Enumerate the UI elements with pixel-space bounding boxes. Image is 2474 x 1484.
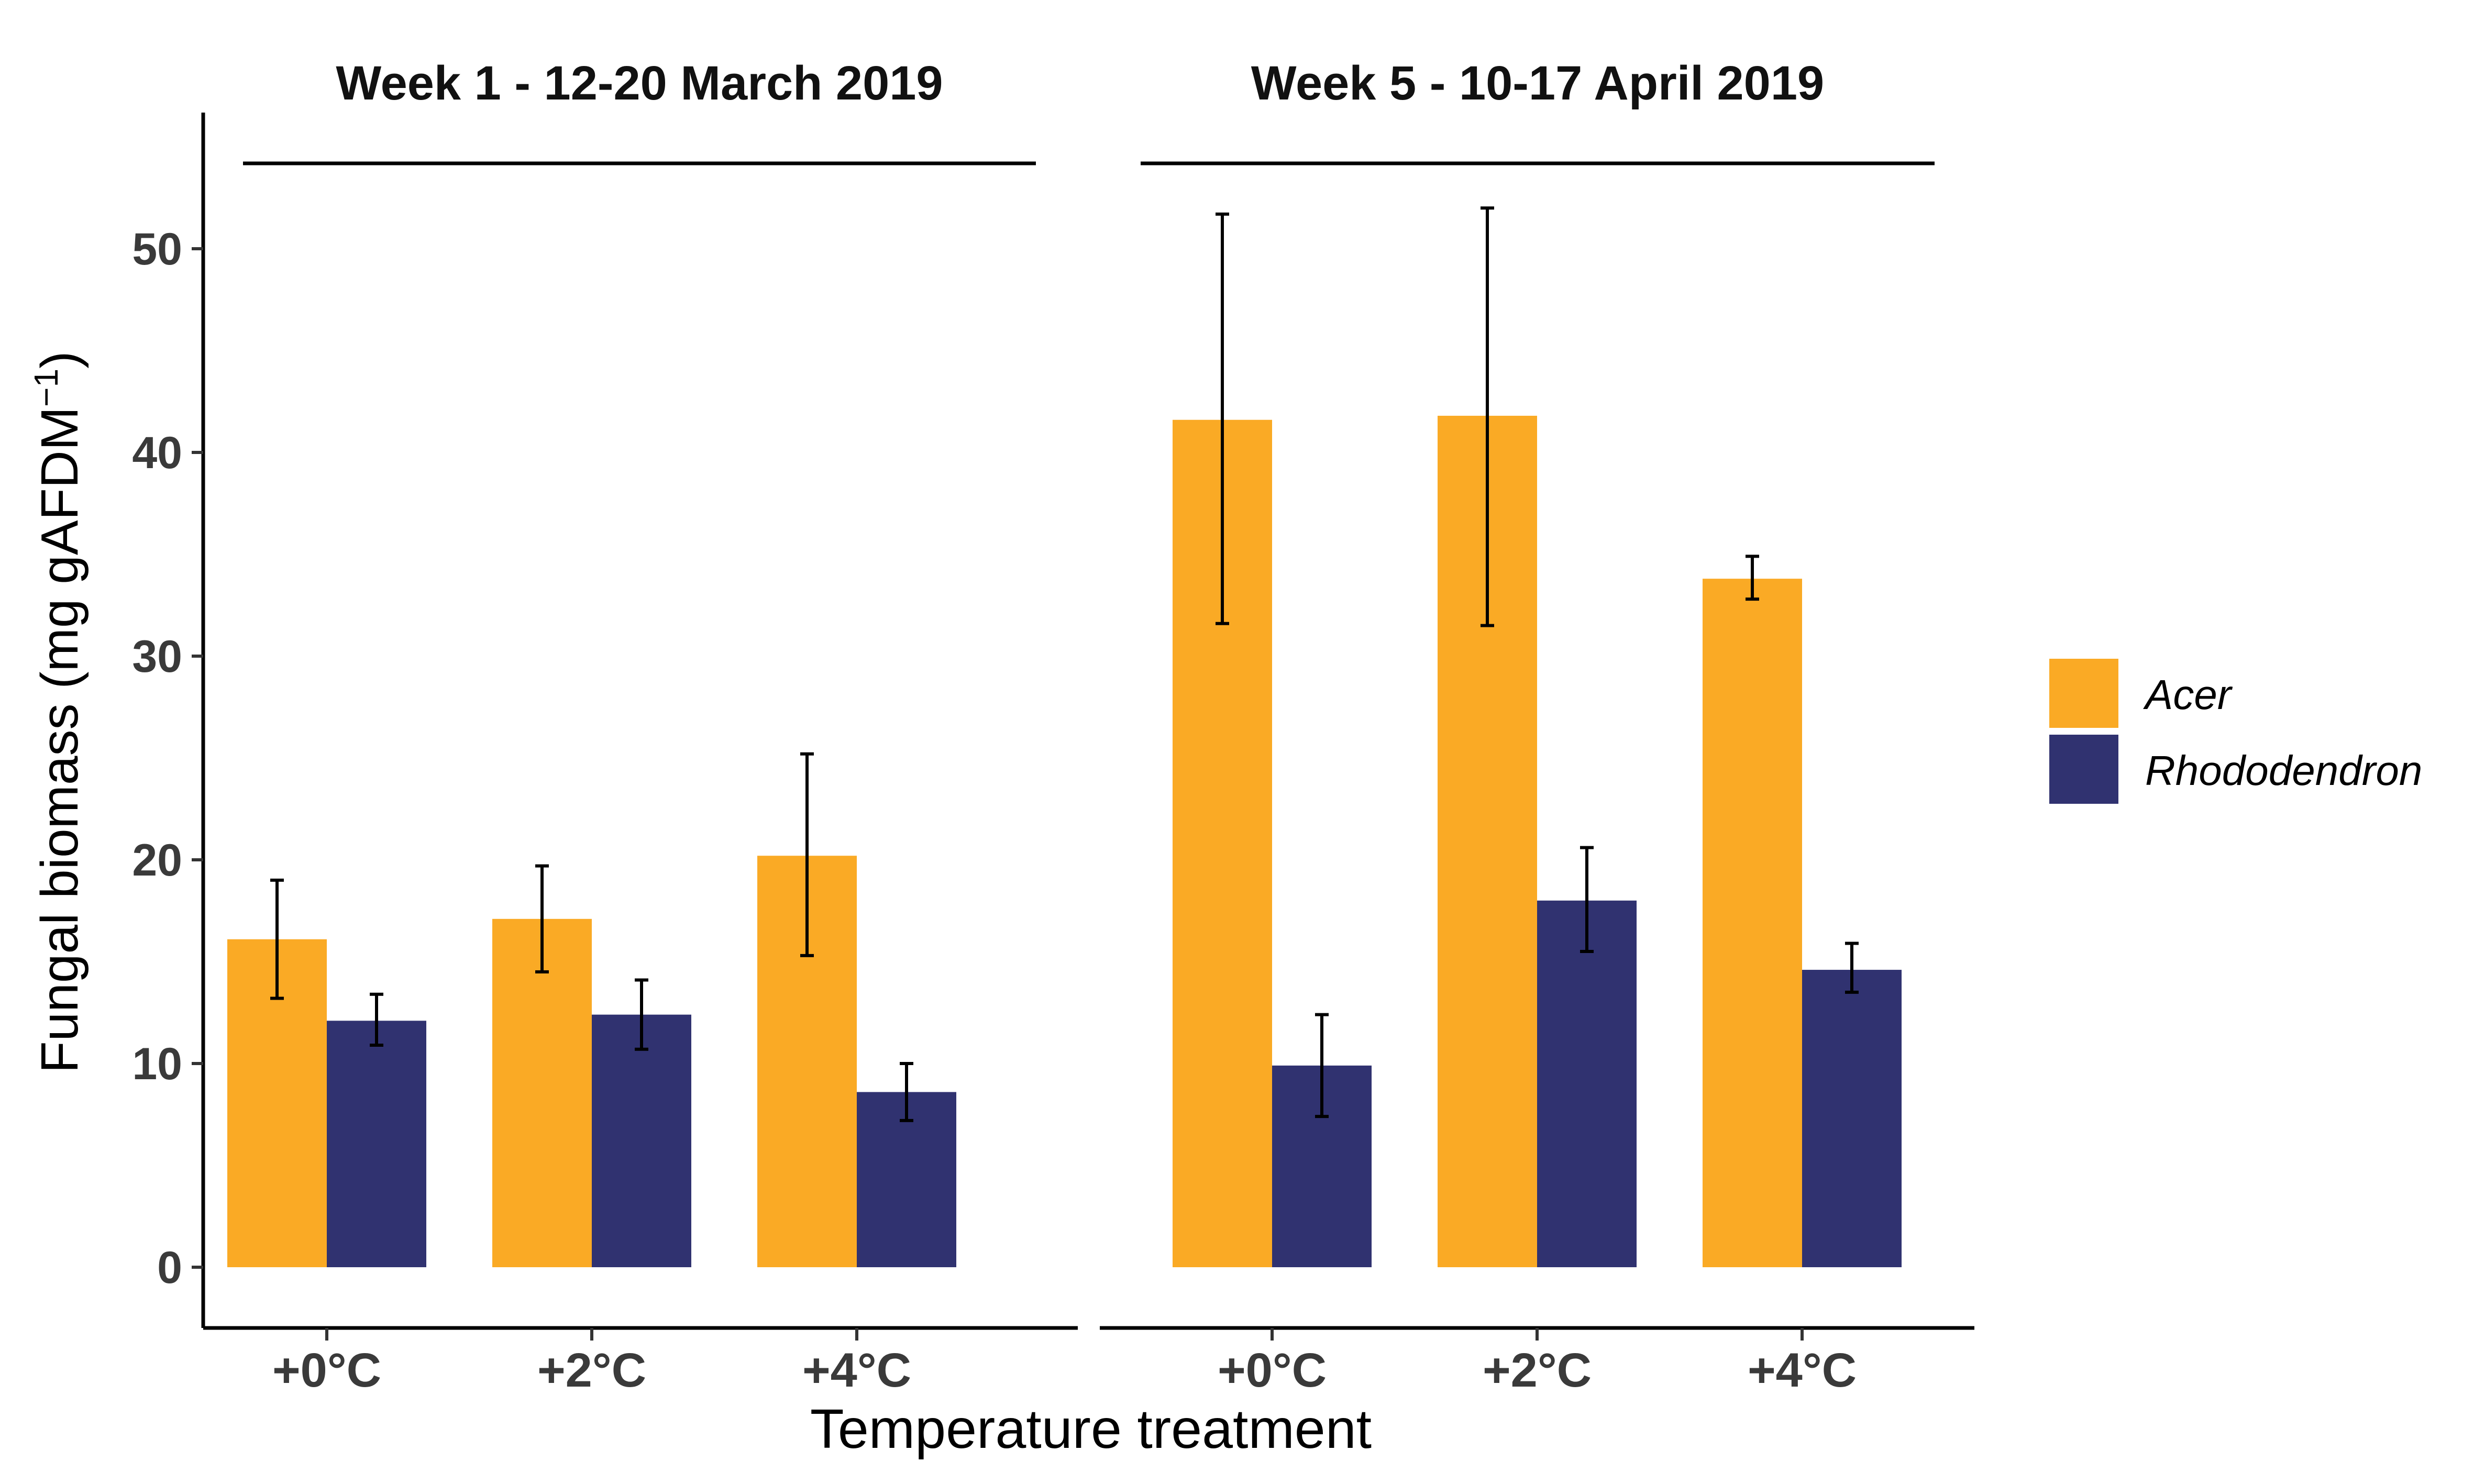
y-axis-title: Fungal biomass (mg gAFDM−1) <box>27 351 89 1073</box>
y-axis-title-close: ) <box>30 351 89 369</box>
legend-label: Rhododendron <box>2145 747 2422 794</box>
legend-label: Acer <box>2143 671 2233 718</box>
error-bar <box>535 864 549 973</box>
facet-title: Week 1 - 12-20 March 2019 <box>336 57 943 110</box>
error-bar <box>1746 555 1759 601</box>
legend-swatch <box>2049 659 2118 728</box>
x-tick-label: +2°C <box>537 1344 646 1397</box>
error-bar <box>1216 212 1229 625</box>
bar-rhododendron-1 <box>592 1014 691 1267</box>
y-axis-title-text: Fungal biomass (mg gAFDM <box>30 407 89 1073</box>
legend-item-acer: Acer <box>2049 659 2233 728</box>
y-tick-label: 0 <box>157 1243 182 1293</box>
x-tick-label: +0°C <box>272 1344 381 1397</box>
y-axis-title-superscript: −1 <box>27 369 65 407</box>
bar-rhododendron-1 <box>1537 900 1637 1267</box>
bar-rhododendron-2 <box>1802 970 1902 1267</box>
facet-panel: Week 5 - 10-17 April 2019 +0°C +2°C +4°C <box>1100 57 1974 1397</box>
bar-acer-1 <box>492 918 592 1267</box>
y-tick-label: 10 <box>132 1039 182 1089</box>
facet-title: Week 5 - 10-17 April 2019 <box>1251 57 1824 110</box>
error-bar <box>800 752 814 957</box>
error-bar <box>370 992 383 1047</box>
error-bar <box>270 878 284 1000</box>
x-tick-label: +4°C <box>802 1344 911 1397</box>
x-axis-title: Temperature treatment <box>810 1398 1372 1460</box>
bar-rhododendron-0 <box>327 1021 426 1267</box>
x-tick-label: +4°C <box>1748 1344 1857 1397</box>
y-tick-label: 20 <box>132 835 182 885</box>
y-tick-label: 50 <box>132 224 182 274</box>
facet-panel: Week 1 - 12-20 March 2019 +0°C +2°C +4°C <box>203 57 1078 1397</box>
plot-area: 0 10 20 30 40 50 Week 1 - 12-20 March 2019 +0°C… <box>132 57 1974 1397</box>
error-bar <box>1845 942 1859 994</box>
error-bar <box>1315 1013 1329 1118</box>
error-bar <box>1580 846 1594 954</box>
x-tick-label: +0°C <box>1218 1344 1327 1397</box>
y-tick-label: 30 <box>132 632 182 682</box>
legend-swatch <box>2049 735 2118 804</box>
bar-acer-2 <box>1703 579 1802 1267</box>
x-tick-label: +2°C <box>1483 1344 1592 1397</box>
error-bar <box>635 978 648 1051</box>
legend: Acer Rhododendron <box>2049 659 2422 804</box>
error-bar <box>900 1062 913 1122</box>
error-bar <box>1481 206 1494 627</box>
y-tick-label: 40 <box>132 428 182 478</box>
legend-item-rhododendron: Rhododendron <box>2049 735 2422 804</box>
